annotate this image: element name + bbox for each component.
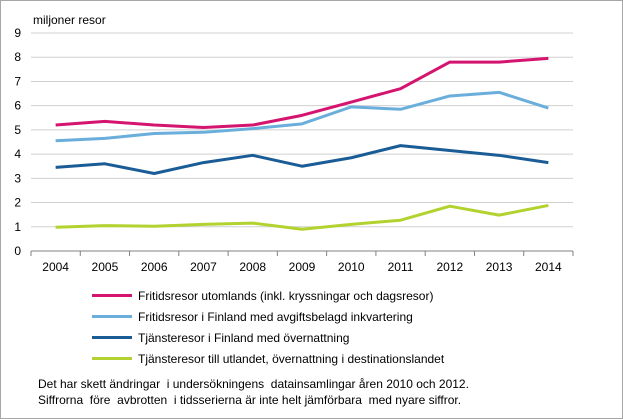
- y-tick-label: 7: [14, 74, 21, 88]
- y-tick-label: 6: [14, 99, 21, 113]
- legend-label: Tjänsteresor i Finland med övernattning: [138, 330, 350, 345]
- series-line: [55, 144, 549, 175]
- x-tick-label: 2010: [338, 260, 365, 274]
- x-tick-label: 2008: [239, 260, 266, 274]
- series-line: [55, 90, 549, 143]
- y-tick-label: 4: [14, 147, 21, 161]
- x-tick-label: 2004: [42, 260, 69, 274]
- x-axis-ticks: 2004 2005 2006 2007 2008 2009 2010 2011 2012 2013…: [30, 251, 574, 274]
- legend-swatch: [92, 336, 132, 339]
- x-tick-label: 2013: [486, 260, 513, 274]
- legend: Fritidsresor utomlands (inkl. kryssninga…: [92, 285, 444, 369]
- y-tick-label: 5: [14, 123, 21, 137]
- legend-item: Tjänsteresor i Finland med övernattning: [92, 327, 444, 348]
- footnote: Det har skett ändringar i undersökningen…: [38, 376, 469, 408]
- series-lines: [55, 56, 549, 231]
- x-tick-label: 2009: [289, 260, 316, 274]
- y-tick-label: 2: [14, 196, 21, 210]
- y-tick-label: 0: [14, 244, 21, 258]
- legend-item: Fritidsresor utomlands (inkl. kryssninga…: [92, 285, 444, 306]
- legend-swatch: [92, 357, 132, 360]
- y-axis-ticks: 0 1 2 3 4 5 6 7 8 9: [14, 26, 21, 258]
- y-tick-label: 9: [14, 26, 21, 40]
- x-tick-label: 2012: [436, 260, 463, 274]
- x-tick-label: 2005: [92, 260, 119, 274]
- footnote-line-2: Siffrorna före avbrotten i tidsserierna …: [38, 393, 462, 407]
- legend-label: Fritidsresor i Finland med avgiftsbelagd…: [138, 309, 413, 324]
- x-tick-label: 2007: [190, 260, 217, 274]
- x-tick-label: 2011: [388, 260, 414, 274]
- legend-label: Tjänsteresor till utlandet, övernattning…: [138, 351, 445, 366]
- x-tick-label: 2014: [535, 260, 562, 274]
- legend-item: Fritidsresor i Finland med avgiftsbelagd…: [92, 306, 444, 327]
- legend-label: Fritidsresor utomlands (inkl. kryssninga…: [138, 288, 434, 303]
- legend-swatch: [92, 315, 132, 318]
- series-line: [55, 203, 549, 231]
- y-axis-label: miljoner resor: [33, 13, 106, 27]
- x-tick-label: 2006: [141, 260, 168, 274]
- legend-swatch: [92, 294, 132, 297]
- legend-item: Tjänsteresor till utlandet, övernattning…: [92, 348, 444, 369]
- series-line: [55, 56, 549, 129]
- y-tick-label: 8: [14, 50, 21, 64]
- y-tick-label: 1: [14, 220, 21, 234]
- y-tick-label: 3: [14, 171, 21, 185]
- gridlines: [31, 32, 573, 252]
- footnote-line-1: Det har skett ändringar i undersökningen…: [38, 377, 469, 391]
